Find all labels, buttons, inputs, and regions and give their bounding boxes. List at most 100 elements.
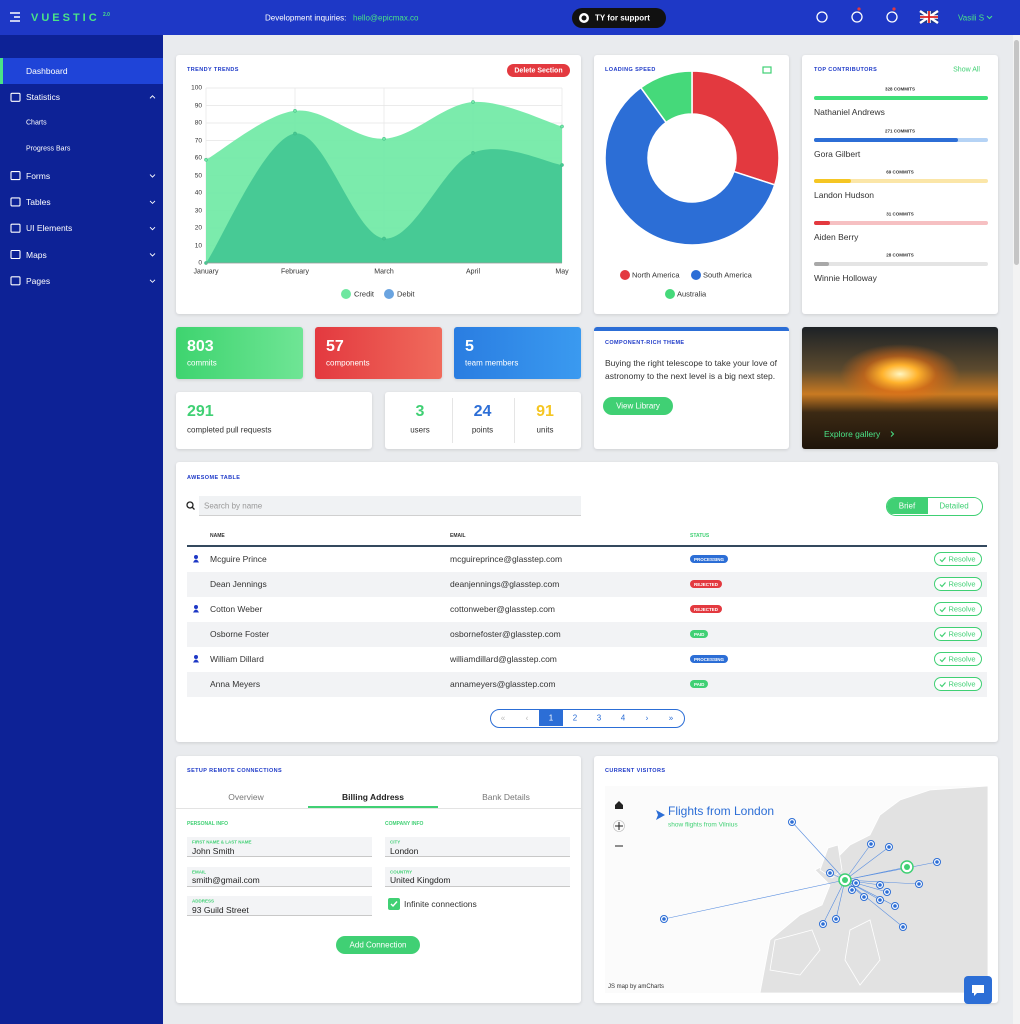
search-input[interactable]: Search by name xyxy=(199,496,581,516)
button-text: View Library xyxy=(616,401,660,411)
menu-icon xyxy=(10,92,21,102)
menu-item[interactable]: Forms xyxy=(26,170,51,181)
counter-value: 91 xyxy=(536,403,554,420)
tab[interactable]: Billing Address xyxy=(341,792,405,802)
input-field[interactable]: EMAIL smith@gmail.com xyxy=(187,866,372,887)
menu-item[interactable]: UI Elements xyxy=(26,223,73,234)
chat-icon xyxy=(972,985,984,996)
hub-dot xyxy=(904,864,910,870)
field-label: CITY xyxy=(390,839,401,845)
commits-label: 69 COMMITS xyxy=(886,169,914,175)
page-button[interactable]: » xyxy=(659,710,683,726)
cell-email: osbornefoster@glasstep.com xyxy=(450,629,561,639)
page-button[interactable]: › xyxy=(635,710,659,726)
resolve-text: Resolve xyxy=(948,579,976,589)
add-connection-button[interactable]: Add Connection xyxy=(336,936,420,954)
support-button[interactable]: TY for support xyxy=(572,8,666,28)
y-tick-label: 20 xyxy=(194,224,202,232)
city-dot xyxy=(850,888,854,892)
city-dot xyxy=(935,860,939,864)
commits-label: 28 COMMITS xyxy=(886,252,914,258)
menu-item[interactable]: Statistics xyxy=(26,92,61,103)
page-text: 1 xyxy=(548,713,554,723)
email-link[interactable]: hello@epicmax.co xyxy=(353,13,419,23)
field-value: 93 Guild Street xyxy=(192,904,249,915)
header-line xyxy=(187,545,987,547)
input-field[interactable]: CITY London xyxy=(385,837,570,857)
row-stripe xyxy=(187,671,987,697)
gallery-link[interactable]: Explore gallery xyxy=(824,429,881,439)
graphic xyxy=(613,786,988,993)
stat-label: team members xyxy=(465,358,519,368)
menu-item[interactable]: Dashboard xyxy=(26,66,68,76)
data-point xyxy=(204,157,208,162)
delete-button[interactable]: Delete Section xyxy=(507,64,570,77)
city-dot xyxy=(821,922,825,926)
page-text: » xyxy=(668,713,674,723)
data-point xyxy=(560,124,564,129)
menu-item[interactable]: Maps xyxy=(26,249,47,260)
page-text: ‹ xyxy=(525,713,529,723)
menu-item[interactable]: Pages xyxy=(26,275,51,286)
cell-name: Mcguire Prince xyxy=(210,554,267,564)
user-name[interactable]: Vasili S xyxy=(958,13,985,23)
column-header: STATUS xyxy=(690,533,710,539)
contributor-name: Aiden Berry xyxy=(814,231,859,242)
resolve-button[interactable]: Resolve xyxy=(934,602,982,616)
checkbox-label: Infinite connections xyxy=(404,899,477,909)
tab[interactable]: Bank Details xyxy=(482,792,530,802)
graphic xyxy=(939,632,946,638)
toggle-option[interactable]: Detailed xyxy=(928,498,981,514)
legend-label: Credit xyxy=(354,289,375,299)
cell-email: williamdillard@glasstep.com xyxy=(450,654,557,664)
progress-track xyxy=(814,220,988,225)
progress-track xyxy=(814,262,988,266)
check-icon xyxy=(939,557,946,563)
menu-item[interactable]: Tables xyxy=(26,196,51,207)
show-all-link[interactable]: Show All xyxy=(953,66,980,74)
resolve-button[interactable]: Resolve xyxy=(934,652,982,666)
map-title: Flights from London xyxy=(668,804,775,818)
input-field[interactable]: FIRST NAME & LAST NAME John Smith xyxy=(187,837,372,857)
graphic xyxy=(939,682,946,688)
stat-value: 803 xyxy=(187,338,214,355)
page-button[interactable]: « xyxy=(491,710,515,726)
resolve-button[interactable]: Resolve xyxy=(934,552,982,566)
doughnut-slice xyxy=(691,70,780,186)
submenu-item[interactable]: Charts xyxy=(26,119,47,127)
chat-button[interactable] xyxy=(964,976,992,1004)
input-field[interactable]: ADDRESS 93 Guild Street xyxy=(187,896,372,916)
submenu-item[interactable]: Progress Bars xyxy=(26,145,71,153)
page-button[interactable]: 1 xyxy=(539,710,563,726)
page-button[interactable]: 2 xyxy=(563,710,587,726)
legend-label: Australia xyxy=(677,289,707,299)
map-subtitle[interactable]: show flights from Vilnius xyxy=(668,821,738,829)
tab[interactable]: Overview xyxy=(228,792,264,802)
data-point xyxy=(382,136,386,141)
page-button[interactable]: ‹ xyxy=(515,710,539,726)
page-button[interactable]: 4 xyxy=(611,710,635,726)
sidebar: Dashboard Statistics Charts Progress Bars Fo… xyxy=(0,35,163,1024)
menu-icon xyxy=(10,249,21,260)
progress-bar xyxy=(814,179,851,183)
progress-bar xyxy=(814,96,988,100)
contributor-name: Winnie Holloway xyxy=(814,273,877,283)
toggle-option[interactable]: Brief xyxy=(887,498,928,514)
input-field[interactable]: COUNTRY United Kingdom xyxy=(385,866,570,887)
map: Flights from London show flights from Vil… xyxy=(605,786,988,993)
resolve-button[interactable]: Resolve xyxy=(934,577,982,591)
view-library-button[interactable]: View Library xyxy=(603,397,673,415)
check-icon xyxy=(939,582,946,588)
menu-icon xyxy=(10,276,21,286)
resolve-button[interactable]: Resolve xyxy=(934,677,982,691)
data-point xyxy=(560,163,564,167)
checkbox[interactable] xyxy=(388,898,400,910)
resolve-button[interactable]: Resolve xyxy=(934,627,982,641)
menu-chevron xyxy=(149,200,156,205)
counter-label: units xyxy=(536,425,554,435)
stat-card: 803 commits xyxy=(176,327,303,379)
page-text: 3 xyxy=(596,713,602,723)
land xyxy=(844,919,881,986)
user-icon xyxy=(193,659,199,663)
page-button[interactable]: 3 xyxy=(587,710,611,726)
